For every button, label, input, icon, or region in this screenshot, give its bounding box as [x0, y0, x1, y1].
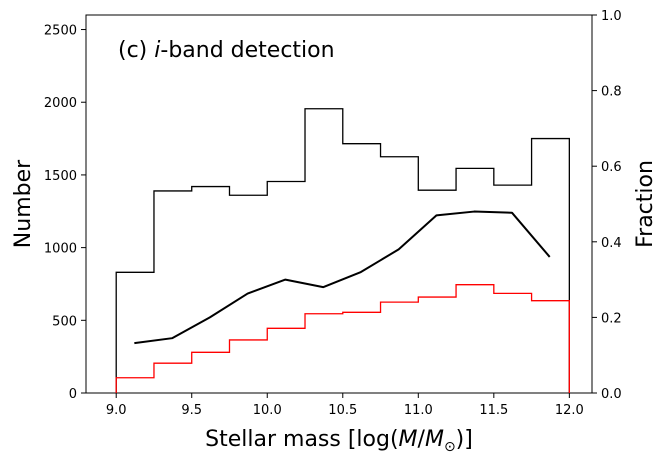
- y-left-tick-label: 500: [52, 314, 77, 329]
- x-axis-title-m: M: [399, 427, 418, 452]
- y-left-tick-label: 0: [69, 387, 77, 402]
- y-axis-right-title: Fraction: [633, 160, 658, 248]
- x-tick-label: 9.5: [181, 403, 202, 418]
- x-axis-title-post: )]: [456, 427, 473, 452]
- plot-frame: [85, 14, 593, 394]
- y-right-tick-label: 0.8: [601, 85, 622, 100]
- x-tick-label: 9.0: [106, 403, 127, 418]
- x-tick-label: 11.0: [404, 403, 433, 418]
- x-tick-label: 10.5: [328, 403, 357, 418]
- y-right-tick-label: 0.4: [601, 236, 622, 251]
- series-detected-histogram: [115, 284, 570, 393]
- y-left-tick-label: 1500: [44, 169, 77, 184]
- x-tick-label: 10.0: [253, 403, 282, 418]
- y-axis-right-ticks: 0.0 0.2 0.4 0.6 0.8 1.0: [592, 9, 622, 402]
- y-axis-left-title: Number: [11, 159, 36, 248]
- y-right-tick-label: 1.0: [601, 9, 622, 24]
- series-all-histogram: [115, 108, 570, 393]
- x-axis-ticks: 9.0 9.5 10.0 10.5 11.0 11.5 12.0: [106, 393, 584, 418]
- y-left-tick-label: 2500: [44, 24, 77, 39]
- x-axis-title-m2: M: [425, 427, 444, 452]
- x-axis-title-sub: ⊙: [444, 439, 456, 455]
- y-axis-left-ticks: 0 500 1000 1500 2000 2500: [44, 24, 86, 402]
- annotation-suffix: -band detection: [160, 38, 334, 63]
- x-axis-title: Stellar mass [log(M/M⊙)]: [205, 427, 473, 455]
- x-axis-title-slash: /: [418, 427, 426, 452]
- panel-annotation: (c) i-band detection: [118, 38, 335, 63]
- series-layer: [115, 108, 570, 393]
- series-fraction-line: [134, 210, 551, 345]
- y-right-tick-label: 0.2: [601, 311, 622, 326]
- annotation-prefix: (c): [118, 38, 154, 63]
- annotation-italic: i: [154, 38, 160, 63]
- y-left-tick-label: 2000: [44, 96, 77, 111]
- x-tick-label: 11.5: [479, 403, 508, 418]
- y-right-tick-label: 0.6: [601, 160, 622, 175]
- x-tick-label: 12.0: [555, 403, 584, 418]
- y-right-tick-label: 0.0: [601, 387, 622, 402]
- y-left-tick-label: 1000: [44, 242, 77, 257]
- x-axis-title-pre: Stellar mass [log(: [205, 427, 398, 452]
